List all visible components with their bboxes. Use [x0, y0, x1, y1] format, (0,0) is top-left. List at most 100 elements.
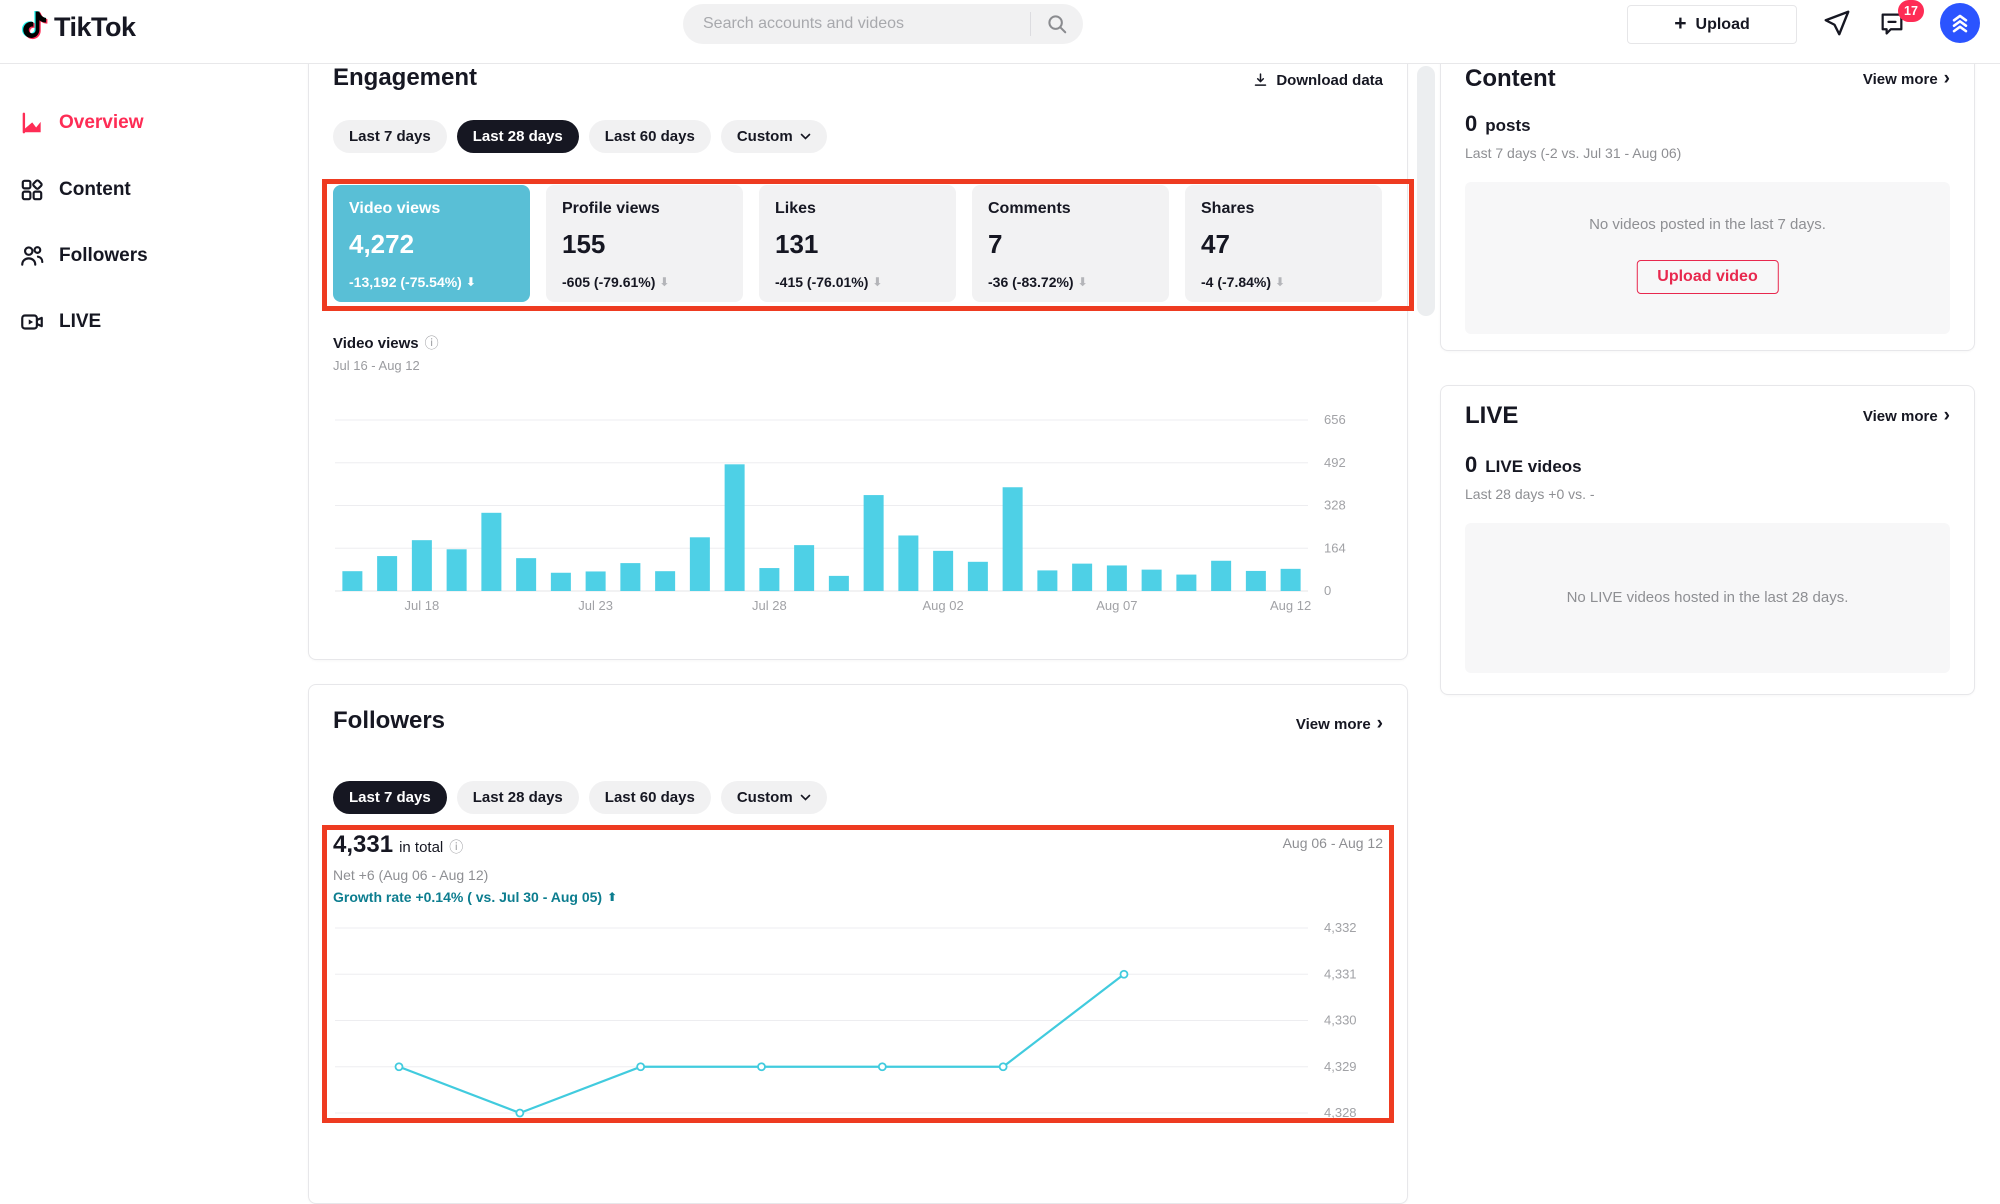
content-count-suffix: posts — [1485, 116, 1531, 135]
search-icon[interactable] — [1031, 4, 1083, 44]
upload-button[interactable]: + Upload — [1627, 5, 1797, 44]
engagement-metric-row: Video views 4,272 -13,192 (-75.54%) ⬇ Profil… — [333, 185, 1382, 302]
metric-card-likes[interactable]: Likes 131 -415 (-76.01%) ⬇ — [759, 185, 956, 302]
content-panel-title: Content — [1465, 65, 1556, 92]
download-icon — [1255, 73, 1267, 86]
sidebar-item-content[interactable]: Content — [18, 168, 218, 212]
live-camera-icon — [18, 309, 45, 336]
avatar-stack-icon[interactable] — [1940, 3, 1980, 43]
live-count-value: 0 — [1465, 452, 1478, 477]
metric-delta: -4 (-7.84%) ⬇ — [1201, 274, 1285, 290]
followers-range-last-7-days[interactable]: Last 7 days — [333, 781, 447, 814]
metric-delta-text: -36 (-83.72%) — [988, 274, 1074, 290]
metric-card-shares[interactable]: Shares 47 -4 (-7.84%) ⬇ — [1185, 185, 1382, 302]
engagement-card: Engagement Download data Last 7 days Last… — [308, 45, 1408, 660]
chevron-right-icon: › — [1943, 68, 1950, 89]
sidebar-item-followers[interactable]: Followers — [18, 234, 218, 278]
bar-chart-xtick: Jul 23 — [578, 598, 613, 613]
chevron-down-icon — [800, 794, 811, 801]
bar-jul-19 — [446, 549, 467, 591]
line-point-aug-07 — [515, 1108, 525, 1118]
down-arrow-icon: ⬇ — [1077, 275, 1088, 289]
line-point-aug-11 — [998, 1062, 1008, 1072]
up-arrow-icon: ⬆ — [607, 890, 618, 904]
upload-label: Upload — [1695, 15, 1750, 33]
chevron-right-icon: › — [1376, 713, 1383, 734]
sidebar-item-overview[interactable]: Overview — [18, 101, 218, 145]
info-icon[interactable]: ⓘ — [449, 839, 464, 855]
bar-jul-30 — [828, 575, 849, 591]
custom-range-label: Custom — [736, 128, 793, 145]
line-chart-ytick: 4,332 — [1324, 920, 1357, 935]
tiktok-note-icon — [16, 9, 50, 45]
scrollbar-thumb[interactable] — [1417, 66, 1435, 316]
content-empty-text: No videos posted in the last 7 days. — [1589, 216, 1826, 233]
sidebar-item-live[interactable]: LIVE — [18, 300, 218, 344]
bar-aug-10 — [1211, 560, 1232, 591]
engagement-range-last-60-days[interactable]: Last 60 days — [588, 120, 711, 153]
line-point-aug-10 — [877, 1062, 887, 1072]
metric-label: Comments — [988, 200, 1071, 217]
metric-card-comments[interactable]: Comments 7 -36 (-83.72%) ⬇ — [972, 185, 1169, 302]
engagement-range-custom[interactable]: Custom — [720, 120, 827, 153]
download-data-button[interactable]: Download data — [1252, 72, 1383, 89]
bar-chart-ytick: 328 — [1324, 498, 1346, 513]
followers-net-label: Net +6 (Aug 06 - Aug 12) — [333, 867, 489, 883]
bar-aug-07 — [1106, 565, 1127, 591]
metric-value: 4,272 — [349, 229, 415, 259]
followers-view-more-label: View more — [1295, 715, 1371, 733]
chevron-right-icon: › — [1943, 405, 1950, 426]
metric-delta-text: -13,192 (-75.54%) — [349, 274, 462, 290]
metric-delta: -36 (-83.72%) ⬇ — [988, 274, 1088, 290]
content-grid-icon — [18, 177, 45, 204]
metric-value: 155 — [562, 229, 606, 259]
bar-chart-xtick: Aug 07 — [1096, 598, 1137, 613]
bar-jul-23 — [585, 571, 606, 591]
notification-badge: 17 — [1898, 0, 1924, 22]
line-chart-ytick: 4,331 — [1324, 966, 1357, 981]
content-view-more[interactable]: View more › — [1863, 68, 1950, 89]
tiktok-logo[interactable]: TikTok — [16, 9, 136, 45]
top-bar: TikTok + Upload 17 — [0, 0, 2000, 64]
bar-chart-ytick: 0 — [1324, 583, 1331, 598]
bar-jul-20 — [481, 512, 502, 591]
live-view-more-label: View more — [1862, 407, 1938, 425]
line-point-aug-12 — [1119, 969, 1129, 979]
engagement-range-last-7-days[interactable]: Last 7 days — [333, 120, 447, 153]
bar-aug-12 — [1280, 568, 1301, 591]
metric-delta: -415 (-76.01%) ⬇ — [775, 274, 882, 290]
followers-range-last-60-days[interactable]: Last 60 days — [588, 781, 711, 814]
metric-label: Shares — [1201, 200, 1255, 217]
metric-card-profile-views[interactable]: Profile views 155 -605 (-79.61%) ⬇ — [546, 185, 743, 302]
down-arrow-icon: ⬇ — [465, 275, 476, 289]
upload-video-button[interactable]: Upload video — [1636, 260, 1779, 294]
followers-range-custom[interactable]: Custom — [720, 781, 827, 814]
bar-chart-ytick: 656 — [1324, 412, 1346, 427]
bar-chart-ytick: 164 — [1324, 540, 1346, 555]
metric-card-video-views[interactable]: Video views 4,272 -13,192 (-75.54%) ⬇ — [333, 185, 530, 302]
bar-aug-08 — [1141, 569, 1162, 591]
bar-chart-xtick: Aug 12 — [1270, 598, 1311, 613]
engagement-range-last-28-days[interactable]: Last 28 days — [456, 120, 579, 153]
live-panel: LIVE View more › 0 LIVE videos Last 28 d… — [1440, 385, 1975, 695]
metric-label: Profile views — [562, 200, 660, 217]
content-empty-box: No videos posted in the last 7 days. Upl… — [1465, 182, 1950, 334]
search-input[interactable] — [701, 14, 1030, 34]
followers-view-more[interactable]: View more › — [1295, 713, 1383, 734]
bar-aug-06 — [1072, 563, 1093, 591]
followers-range-last-28-days[interactable]: Last 28 days — [456, 781, 579, 814]
info-icon[interactable]: ⓘ — [424, 335, 439, 351]
bar-aug-09 — [1176, 574, 1197, 591]
paper-plane-icon[interactable] — [1822, 8, 1852, 38]
search-bar[interactable] — [683, 4, 1083, 44]
metric-value: 7 — [988, 229, 1003, 259]
live-view-more[interactable]: View more › — [1862, 405, 1950, 426]
bar-chart-xtick: Aug 02 — [923, 598, 964, 613]
down-arrow-icon: ⬇ — [872, 275, 883, 289]
followers-growth-text: Growth rate +0.14% ( vs. Jul 30 - Aug 05… — [333, 889, 603, 905]
tiktok-wordmark: TikTok — [54, 11, 136, 42]
line-chart-ytick: 4,328 — [1324, 1105, 1357, 1120]
metric-label: Likes — [775, 200, 816, 217]
bar-jul-26 — [689, 537, 710, 591]
engagement-title: Engagement — [333, 64, 478, 91]
